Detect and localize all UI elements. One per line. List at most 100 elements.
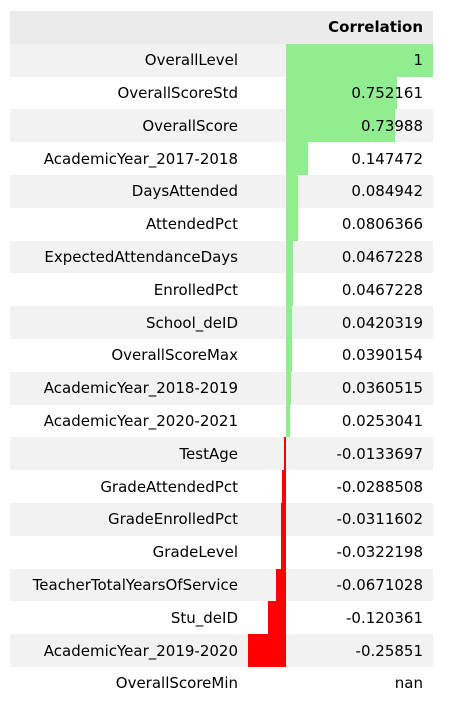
row-gap-cell [238, 306, 248, 339]
row-gap-cell [238, 601, 248, 634]
correlation-value-cell: 0.0360515 [248, 371, 433, 405]
row-label: AcademicYear_2019-2020 [43, 641, 238, 660]
table-row: TeacherTotalYearsOfService -0.0671028 [10, 568, 433, 602]
row-gap-cell [238, 208, 248, 241]
row-label: OverallLevel [144, 51, 238, 70]
correlation-value-cell: -0.0133697 [248, 437, 433, 471]
row-gap-cell [238, 44, 248, 77]
row-label: AcademicYear_2017-2018 [43, 149, 238, 168]
correlation-bar [286, 43, 433, 77]
row-gap-cell [238, 503, 248, 536]
correlation-table: Correlation OverallLevel 1 OverallScoreStd… [10, 11, 433, 700]
correlation-value-cell: 0.0253041 [248, 404, 433, 438]
correlation-bar [281, 535, 286, 569]
correlation-value-cell: 0.0467228 [248, 240, 433, 274]
row-gap-cell [238, 634, 248, 667]
row-gap-cell [238, 569, 248, 602]
table-row: AttendedPct 0.0806366 [10, 207, 433, 241]
correlation-value-cell: 0.147472 [248, 142, 433, 175]
table-row: GradeLevel -0.0322198 [10, 535, 433, 569]
correlation-value: 0.0253041 [341, 411, 423, 430]
correlation-bar [286, 371, 292, 405]
correlation-value-cell: 0.73988 [248, 109, 433, 143]
row-gap-cell [238, 405, 248, 438]
row-label: OverallScore [142, 116, 238, 135]
table-row: AcademicYear_2018-2019 0.0360515 [10, 371, 433, 405]
header-blank-cell [10, 11, 238, 44]
correlation-value: 0.084942 [351, 182, 423, 201]
row-gap-cell [238, 667, 248, 700]
table-row: AcademicYear_2020-2021 0.0253041 [10, 404, 433, 438]
correlation-value-cell: -0.0288508 [248, 470, 433, 503]
row-gap-cell [238, 241, 248, 274]
correlation-value: 0.147472 [351, 149, 423, 168]
correlation-value-cell: -0.120361 [248, 601, 433, 635]
correlation-bar [248, 634, 286, 667]
correlation-bar [268, 601, 286, 635]
row-label: OverallScoreStd [117, 83, 238, 102]
correlation-bar [286, 306, 293, 339]
column-header-correlation: Correlation [248, 11, 433, 44]
table-row: OverallScore 0.73988 [10, 109, 433, 143]
correlation-value: 0.752161 [351, 83, 423, 102]
correlation-value-cell: 0.0390154 [248, 338, 433, 372]
correlation-value: 0.0360515 [341, 379, 423, 398]
row-label: DaysAttended [131, 182, 238, 201]
correlation-value: 0.0806366 [341, 215, 423, 234]
correlation-bar [281, 502, 286, 536]
row-gap-cell [238, 339, 248, 372]
correlation-value-cell: 0.0420319 [248, 306, 433, 339]
correlation-bar [286, 240, 293, 274]
row-label: ExpectedAttendanceDays [44, 247, 238, 266]
correlation-bar [286, 404, 290, 438]
row-label: AcademicYear_2018-2019 [43, 379, 238, 398]
row-gap-cell [238, 536, 248, 569]
table-row: OverallScoreStd 0.752161 [10, 76, 433, 110]
row-label: AcademicYear_2020-2021 [43, 411, 238, 430]
row-gap-cell [238, 142, 248, 175]
correlation-value-cell: nan [248, 667, 433, 700]
header-row: Correlation [10, 11, 433, 44]
correlation-value-cell: 0.0467228 [248, 273, 433, 307]
correlation-bar [286, 142, 308, 175]
correlation-value-cell: -0.0671028 [248, 568, 433, 602]
correlation-value: -0.0311602 [336, 510, 423, 529]
row-label: AttendedPct [146, 215, 238, 234]
row-label: Stu_deID [170, 608, 238, 627]
correlation-value: -0.0671028 [336, 575, 423, 594]
correlation-bar [281, 470, 286, 503]
correlation-value-cell: -0.0322198 [248, 535, 433, 569]
correlation-bar [276, 568, 286, 602]
correlation-bar [286, 109, 395, 143]
correlation-value: -0.0288508 [336, 477, 423, 496]
correlation-value-cell: -0.0311602 [248, 502, 433, 536]
correlation-value: -0.0322198 [336, 543, 423, 562]
row-gap-cell [238, 77, 248, 110]
table-row: OverallScoreMin nan [10, 666, 433, 700]
correlation-value: nan [394, 674, 423, 693]
correlation-value: 0.0390154 [341, 346, 423, 365]
row-label: School_deID [145, 313, 238, 332]
correlation-value-cell: -0.25851 [248, 634, 433, 667]
row-gap-cell [238, 175, 248, 208]
header-gap-cell [238, 11, 248, 44]
correlation-bar [286, 76, 397, 110]
correlation-bar [286, 174, 299, 208]
correlation-value: -0.0133697 [336, 444, 423, 463]
row-label: EnrolledPct [153, 280, 238, 299]
correlation-value: 0.0467228 [341, 280, 423, 299]
row-label: OverallScoreMin [115, 674, 238, 693]
table-row: AcademicYear_2019-2020 -0.25851 [10, 634, 433, 667]
row-label: GradeEnrolledPct [108, 510, 238, 529]
table-row: School_deID 0.0420319 [10, 306, 433, 339]
table-row: DaysAttended 0.084942 [10, 174, 433, 208]
row-gap-cell [238, 273, 248, 306]
row-label: GradeAttendedPct [100, 477, 238, 496]
row-gap-cell [238, 437, 248, 470]
row-label: GradeLevel [152, 543, 238, 562]
table-row: GradeEnrolledPct -0.0311602 [10, 502, 433, 536]
correlation-value: 0.73988 [360, 116, 423, 135]
table-row: GradeAttendedPct -0.0288508 [10, 470, 433, 503]
correlation-value: -0.25851 [355, 641, 423, 660]
correlation-value-cell: 0.752161 [248, 76, 433, 110]
